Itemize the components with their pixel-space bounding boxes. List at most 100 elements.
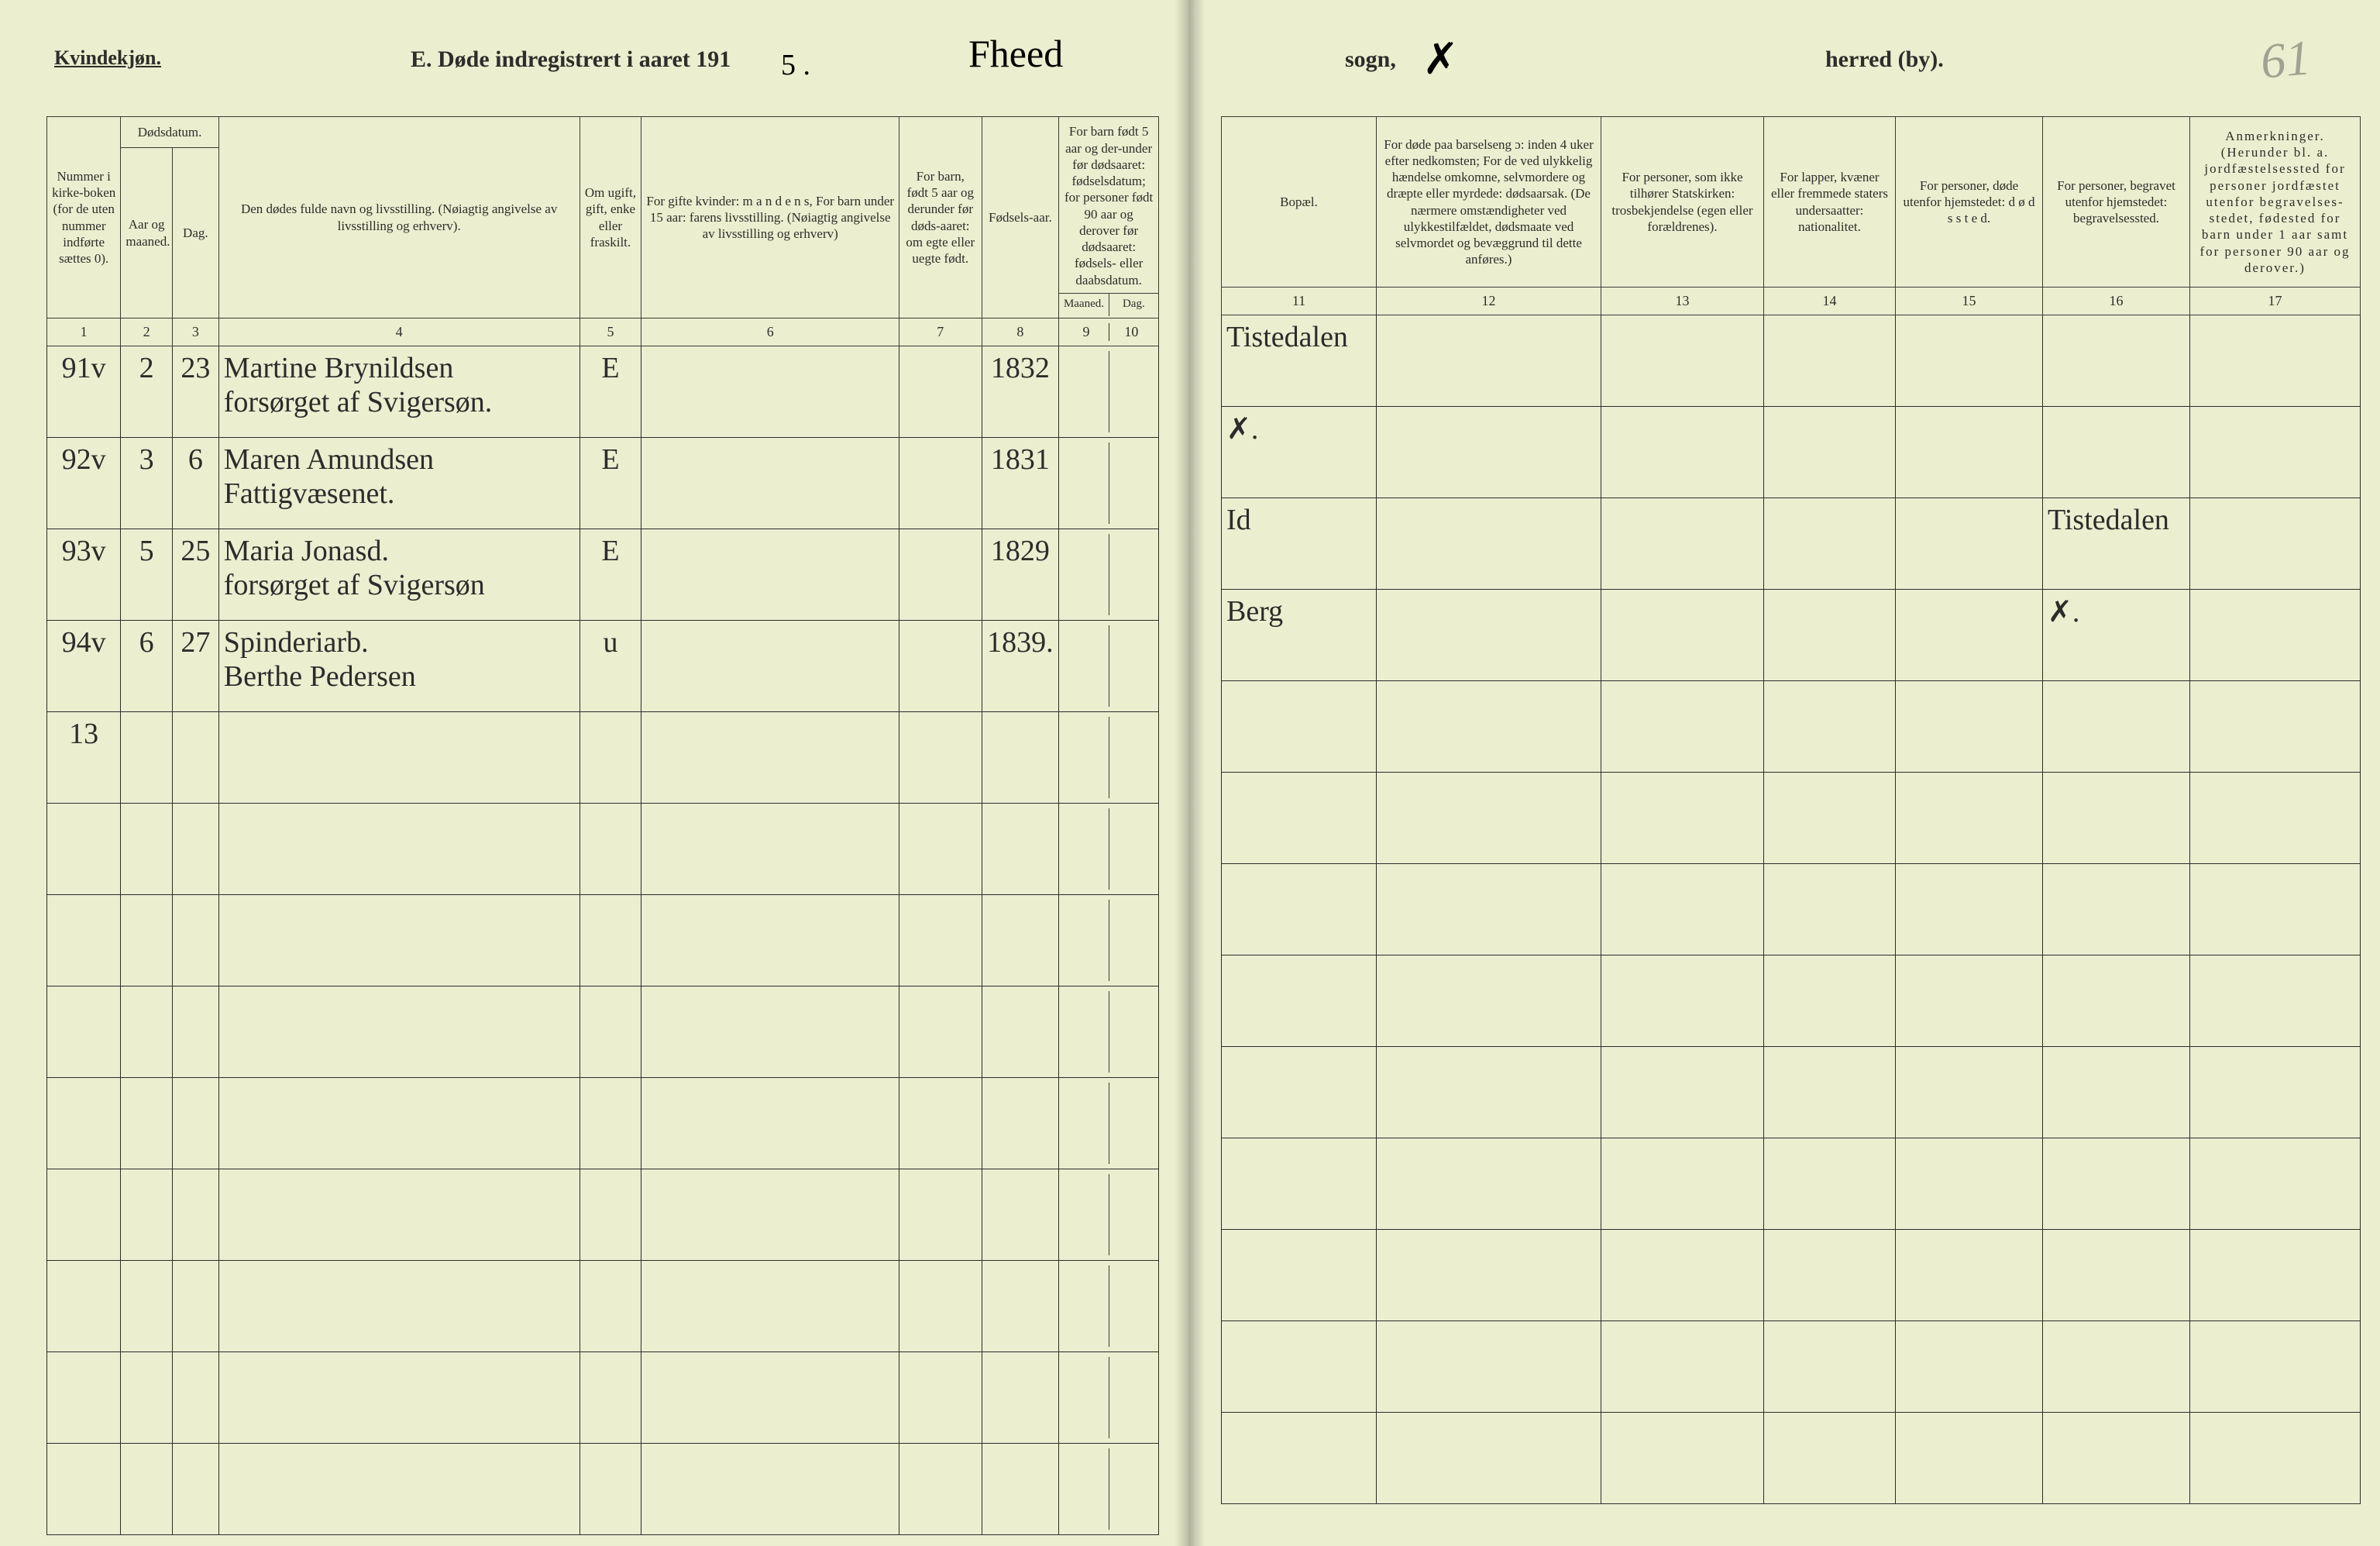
table-cell [641,1261,899,1352]
table-cell [580,804,641,895]
col-header-5: Om ugift, gift, enke eller fraskilt. [580,117,641,318]
table-cell [1601,1230,1764,1321]
table-cell [47,804,121,895]
table-cell [1896,773,2043,864]
table-cell [580,1078,641,1169]
table-cell [1896,1138,2043,1230]
table-cell: 13 [47,712,121,804]
table-cell [982,895,1059,986]
table-cell [2190,590,2361,681]
table-cell [47,1352,121,1444]
table-cell [2043,1413,2190,1504]
table-cell [1764,1047,1896,1138]
colno: 14 [1764,288,1896,315]
table-row [1222,1321,2361,1413]
table-cell [641,804,899,895]
table-cell [1222,1321,1377,1413]
parish-signature: Fheed [968,31,1063,76]
ledger-table-right: Bopæl. For døde paa barselseng ɔ: inden … [1221,116,2361,1504]
column-number-row-left: 1 2 3 4 5 6 7 8 9 10 [47,318,1159,346]
col-header-9-10: For barn født 5 aar og der-under før død… [1059,117,1159,318]
table-cell [1059,1352,1159,1444]
col-header-7: For barn, født 5 aar og derunder før død… [899,117,982,318]
table-cell [1896,498,2043,590]
table-cell [1377,1138,1601,1230]
table-cell [899,1444,982,1535]
table-cell [580,712,641,804]
table-cell [1377,864,1601,955]
table-cell [2043,773,2190,864]
table-cell [2190,681,2361,773]
table-cell [1377,773,1601,864]
table-cell [2190,864,2361,955]
table-cell: ✗. [2043,590,2190,681]
table-cell [1222,1230,1377,1321]
table-cell [982,1169,1059,1261]
colno: 5 [580,318,641,346]
table-cell: Spinderiarb. Berthe Pedersen [218,621,580,712]
col-header-group-date: Dødsdatum. [121,117,218,148]
left-page: Kvindekjøn. E. Døde indregistrert i aare… [0,0,1190,1546]
table-cell [1896,864,2043,955]
table-cell [47,1169,121,1261]
table-row [47,1169,1159,1261]
colno: 4 [218,318,580,346]
left-header: Kvindekjøn. E. Døde indregistrert i aare… [46,46,1159,116]
table-cell [1601,955,1764,1047]
table-cell: 1829 [982,529,1059,621]
table-cell: 93v [47,529,121,621]
right-header: sogn, ✗ herred (by). [1221,46,2334,116]
table-cell [121,1078,173,1169]
table-cell [1896,315,2043,407]
table-cell [1764,590,1896,681]
table-cell [641,1078,899,1169]
table-cell [1601,1413,1764,1504]
col-header-16: For personer, begravet utenfor hjemstede… [2043,117,2190,288]
col-header-15: For personer, døde utenfor hjemstedet: d… [1896,117,2043,288]
table-cell [1601,773,1764,864]
table-cell [1377,1321,1601,1413]
table-cell [1896,681,2043,773]
col-header-1: Nummer i kirke-boken (for de uten nummer… [47,117,121,318]
table-cell [2190,1230,2361,1321]
table-cell [2190,1413,2361,1504]
table-cell [1764,1138,1896,1230]
table-cell [2190,1047,2361,1138]
table-cell [1059,438,1159,529]
table-cell [2190,1321,2361,1413]
table-cell: 25 [172,529,218,621]
column-number-row-right: 11 12 13 14 15 16 17 [1222,288,2361,315]
table-cell [2043,1321,2190,1413]
col-header-6: For gifte kvinder: m a n d e n s, For ba… [641,117,899,318]
table-body-right: Tistedalen✗.IdTistedalenBerg✗. [1222,315,2361,1504]
table-row [47,1261,1159,1352]
table-row: 93v525Maria Jonasd. forsørget af Svigers… [47,529,1159,621]
table-cell [899,1352,982,1444]
table-cell [121,895,173,986]
table-cell [218,1352,580,1444]
table-cell [121,1169,173,1261]
table-cell [47,1444,121,1535]
colno: 15 [1896,288,2043,315]
table-cell [2190,498,2361,590]
table-cell: 23 [172,346,218,438]
sogn-mark-handwritten: ✗ [1422,34,1459,84]
table-cell: 5 [121,529,173,621]
table-row [1222,1047,2361,1138]
table-cell [641,438,899,529]
table-cell [172,1078,218,1169]
table-row: 91v223Martine Brynildsen forsørget af Sv… [47,346,1159,438]
table-cell [121,1261,173,1352]
table-cell [172,1169,218,1261]
table-cell [641,986,899,1078]
table-cell [580,1261,641,1352]
table-cell [1896,590,2043,681]
table-cell: 1839. [982,621,1059,712]
table-cell [899,1169,982,1261]
colno: 3 [172,318,218,346]
table-cell [47,1261,121,1352]
table-row: Tistedalen [1222,315,2361,407]
table-cell [1377,407,1601,498]
table-cell [218,1444,580,1535]
table-cell [899,346,982,438]
